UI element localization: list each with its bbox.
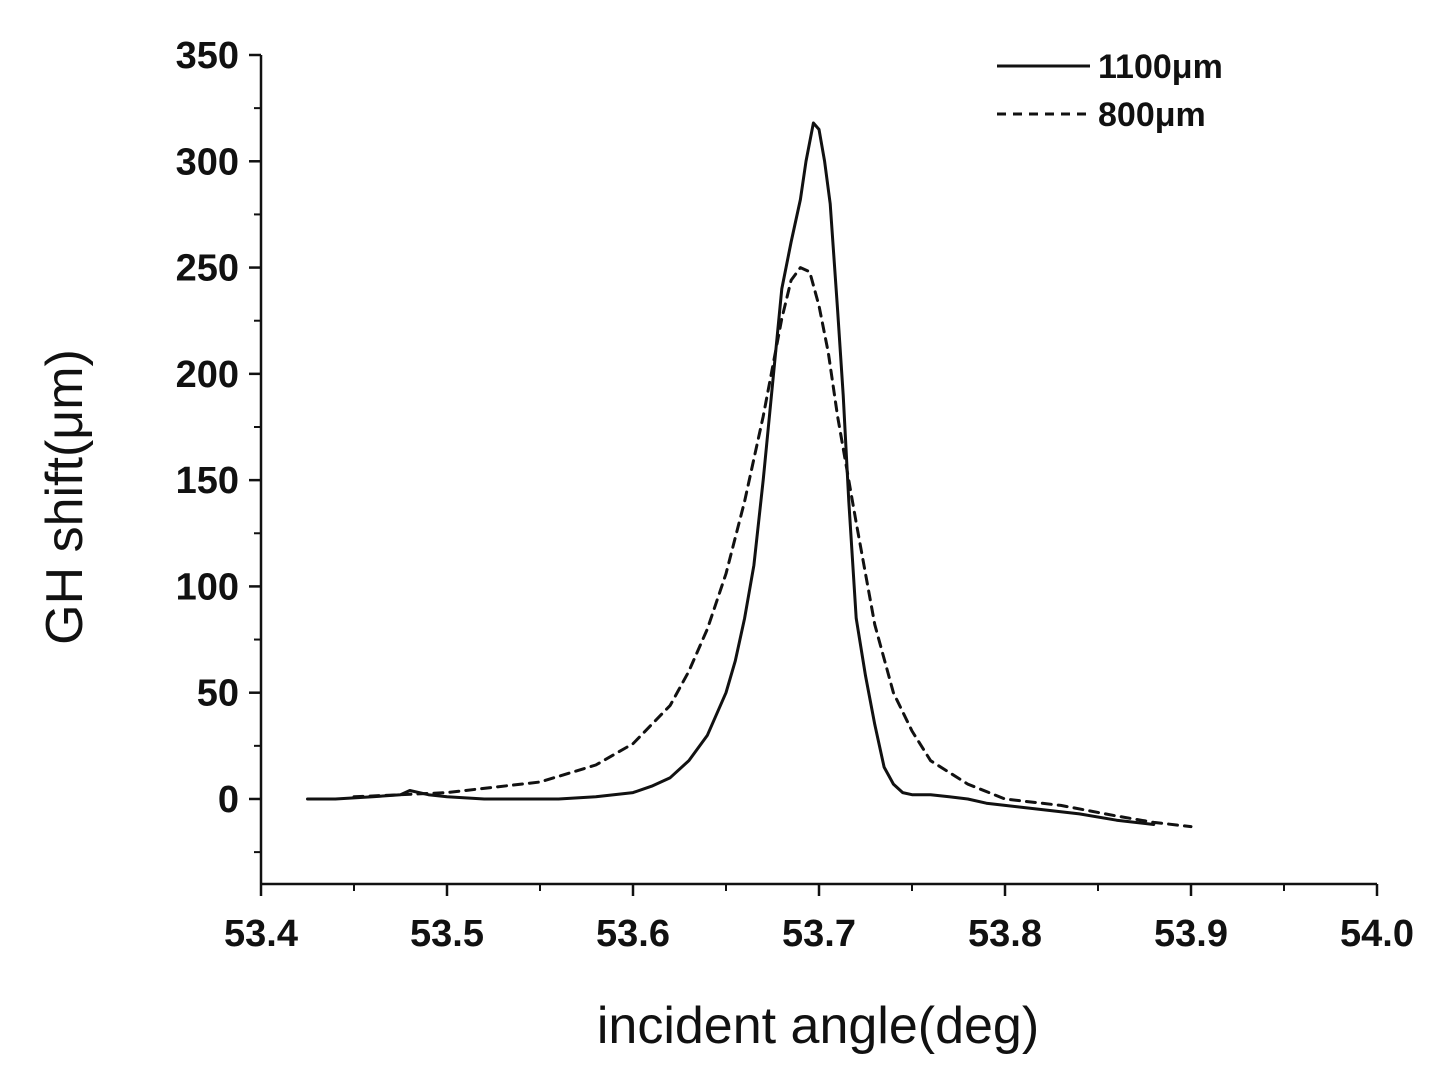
axes: 53.4 53.5 53.6 53.7 53.8 53.9 54.0 0 50 100 150 200…	[176, 35, 1414, 955]
series-line-solid	[306, 121, 1156, 826]
y-tick-label: 350	[176, 35, 239, 77]
x-tick-label: 53.8	[968, 913, 1042, 955]
y-tick-label: 250	[176, 248, 239, 290]
y-tick-label: 300	[176, 141, 239, 183]
y-axis-title: GH shift(μm)	[36, 349, 94, 645]
x-tick-label: 54.0	[1340, 913, 1414, 955]
y-tick-label: 0	[218, 779, 239, 821]
x-tick-label: 53.9	[1154, 913, 1228, 955]
x-tick-label: 53.7	[782, 913, 856, 955]
series-line-dashed	[352, 266, 1193, 829]
legend-label: 1100μm	[1098, 48, 1223, 86]
legend: 1100μm 800μm	[997, 48, 1223, 134]
x-axis-title: incident angle(deg)	[597, 997, 1039, 1055]
x-tick-label: 53.6	[596, 913, 670, 955]
y-tick-label: 150	[176, 460, 239, 502]
plot-area	[306, 121, 1193, 829]
y-tick-label: 100	[176, 566, 239, 608]
y-tick-label: 200	[176, 354, 239, 396]
legend-label: 800μm	[1098, 96, 1206, 134]
x-tick-label: 53.4	[224, 913, 298, 955]
y-tick-label: 50	[197, 673, 239, 715]
x-tick-label: 53.5	[410, 913, 484, 955]
